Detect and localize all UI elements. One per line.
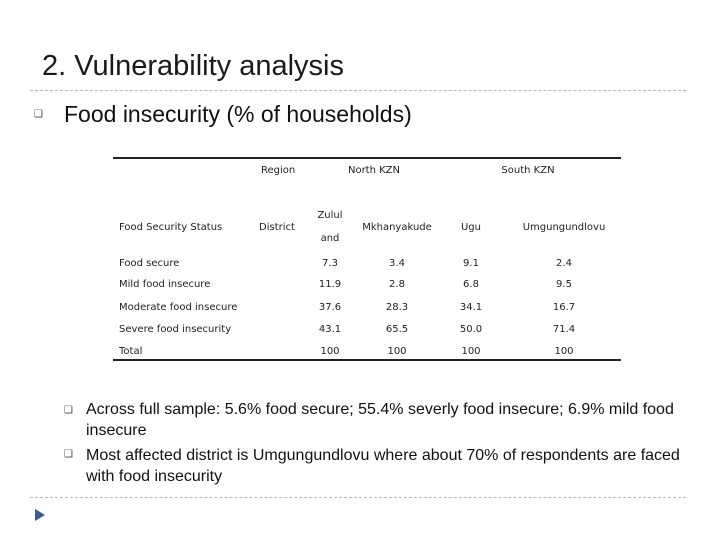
table-cell: 100 (387, 346, 407, 357)
status-column-header: Food Security Status (119, 222, 223, 233)
district-header: District (259, 222, 295, 233)
table-cell: 43.1 (318, 324, 342, 335)
table-cell: 3.4 (389, 258, 405, 269)
table-cell: 6.8 (463, 279, 479, 290)
slide-title: 2. Vulnerability analysis (42, 50, 344, 82)
district-umgungundlovu: Umgungundlovu (522, 222, 606, 233)
table-bottom-rule (113, 359, 621, 361)
table-cell: 100 (554, 346, 574, 357)
district-mkhanyakude: Mkhanyakude (362, 222, 432, 233)
table-cell: 34.1 (459, 302, 483, 313)
region-north-kzn: North KZN (347, 165, 401, 176)
row-label-food-secure: Food secure (119, 258, 180, 269)
square-bullet-icon: ❑ (34, 109, 43, 120)
bullet-text-most-affected: Most affected district is Umgungundlovu … (86, 447, 680, 485)
row-label-mild-food-insecure: Mild food insecure (119, 279, 211, 290)
section-heading: Food insecurity (% of households) (64, 101, 412, 127)
table-cell: 7.3 (322, 258, 338, 269)
table-cell: 71.4 (552, 324, 576, 335)
table-cell: 2.4 (556, 258, 572, 269)
food-insecurity-table: Region North KZN South KZN Food Security… (113, 157, 621, 361)
table-cell: 9.1 (463, 258, 479, 269)
play-arrow-icon[interactable] (34, 508, 46, 522)
table-cell: 100 (461, 346, 481, 357)
table-cell: 50.0 (459, 324, 483, 335)
square-bullet-icon: ❑ (64, 405, 73, 416)
table-top-rule (113, 157, 621, 159)
region-header: Region (261, 165, 296, 176)
table-cell: 28.3 (385, 302, 409, 313)
table-cell: 16.7 (552, 302, 576, 313)
row-label-severe-food-insecurity: Severe food insecurity (119, 324, 232, 335)
table-cell: 37.6 (318, 302, 342, 313)
title-divider (30, 90, 686, 91)
table-cell: 2.8 (389, 279, 405, 290)
square-bullet-icon: ❑ (64, 449, 73, 460)
footer-divider (30, 497, 686, 498)
region-south-kzn: South KZN (501, 165, 555, 176)
row-label-total: Total (119, 346, 143, 357)
table-cell: 11.9 (318, 279, 342, 290)
bullet-text-full-sample: Across full sample: 5.6% food secure; 55… (86, 401, 674, 439)
district-zululand-line2: and (320, 233, 340, 244)
table-cell: 9.5 (556, 279, 572, 290)
district-ugu: Ugu (460, 222, 482, 233)
row-label-moderate-food-insecure: Moderate food insecure (119, 302, 238, 313)
district-zululand-line1: Zulul (317, 210, 343, 221)
table-cell: 65.5 (385, 324, 409, 335)
table-cell: 100 (320, 346, 340, 357)
